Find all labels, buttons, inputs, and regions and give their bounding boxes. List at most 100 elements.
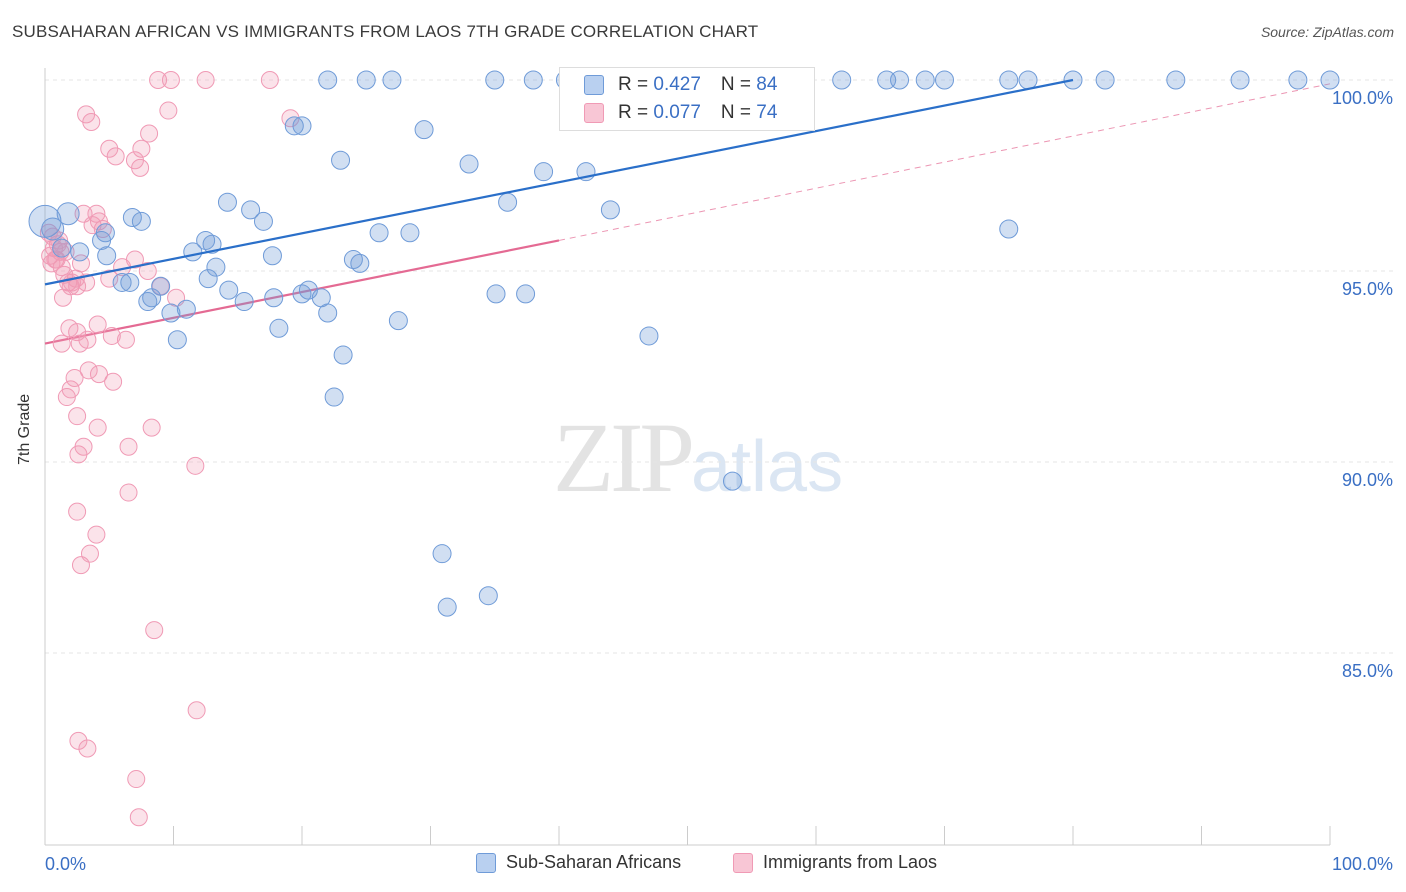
legend-item-immigrants-from-laos[interactable]: Immigrants from Laos <box>733 852 937 873</box>
data-point-subsaharan <box>369 223 389 243</box>
legend-swatch-pink <box>733 852 753 873</box>
data-point-laos <box>127 770 146 789</box>
data-point-subsaharan <box>498 192 518 212</box>
data-point-subsaharan <box>459 154 479 174</box>
data-point-subsaharan <box>1095 70 1115 90</box>
data-point-laos <box>89 365 108 384</box>
data-point-laos <box>65 368 84 387</box>
data-point-subsaharan <box>219 280 239 300</box>
data-point-subsaharan <box>202 234 222 254</box>
data-point-laos <box>88 418 107 437</box>
data-point-subsaharan <box>523 70 543 90</box>
data-point-laos <box>79 361 98 380</box>
stats-r-value: 0.427 <box>653 74 701 95</box>
data-point-subsaharan <box>890 70 910 90</box>
y-tick-label: 100.0% <box>1332 88 1393 108</box>
data-point-laos <box>161 71 180 89</box>
data-point-laos <box>125 250 144 269</box>
data-point-subsaharan <box>999 219 1019 239</box>
x-tick-label: 100.0% <box>1332 854 1393 874</box>
tick-labels: 85.0% 90.0% 95.0% 100.0% 0.0% 100.0% <box>45 88 1393 874</box>
trend-line-subsaharan <box>44 78 1074 286</box>
data-point-subsaharan <box>151 276 171 296</box>
legend-item-sub-saharan-africans[interactable]: Sub-Saharan Africans <box>476 852 681 873</box>
legend-label: Immigrants from Laos <box>763 852 938 872</box>
stats-n-value: 84 <box>756 74 778 95</box>
data-point-subsaharan <box>138 292 158 312</box>
x-tick-label: 0.0% <box>45 854 86 874</box>
data-point-laos <box>140 124 159 143</box>
data-point-subsaharan <box>516 284 536 304</box>
data-point-subsaharan <box>388 311 408 331</box>
stats-legend: R = 0.427 N = 84 R = 0.077 N = 74 <box>559 67 815 131</box>
data-point-subsaharan <box>722 471 742 491</box>
data-point-subsaharan <box>478 586 498 606</box>
data-point-laos <box>47 250 66 269</box>
data-point-subsaharan <box>432 544 452 564</box>
data-point-laos <box>78 330 97 349</box>
data-point-laos <box>68 502 87 521</box>
data-point-subsaharan <box>264 288 284 308</box>
stats-swatch-blue <box>584 75 604 95</box>
data-point-laos <box>53 288 72 307</box>
source-label: Source: ZipAtlas.com <box>1260 24 1394 40</box>
data-point-laos <box>119 483 138 502</box>
data-point-laos <box>71 556 90 575</box>
data-point-subsaharan <box>112 272 132 292</box>
data-point-laos <box>138 262 157 280</box>
data-point-laos <box>100 139 119 158</box>
data-point-subsaharan <box>1166 70 1186 90</box>
data-point-subsaharan <box>600 200 620 220</box>
data-point-subsaharan <box>318 303 338 323</box>
data-point-subsaharan <box>350 253 370 273</box>
trend-line-laos <box>44 239 560 345</box>
data-point-laos <box>102 326 121 345</box>
data-point-laos <box>116 330 135 349</box>
data-point-laos <box>87 525 106 544</box>
data-point-subsaharan <box>122 208 142 228</box>
watermark-zip: ZIP <box>553 402 695 513</box>
data-point-subsaharan <box>331 150 351 170</box>
data-point-subsaharan <box>284 116 304 136</box>
trend-lines-pink <box>44 83 1331 345</box>
data-point-laos <box>129 808 148 827</box>
data-point-subsaharan <box>999 70 1019 90</box>
data-point-laos <box>132 139 151 158</box>
points-immigrants-from-laos <box>39 71 300 827</box>
data-point-subsaharan <box>167 330 187 350</box>
data-point-laos <box>145 621 164 640</box>
legend-swatch-blue <box>476 852 496 873</box>
data-point-subsaharan <box>1288 70 1308 90</box>
data-point-subsaharan <box>241 200 261 220</box>
stats-swatch-pink <box>584 103 604 123</box>
watermark-atlas: atlas <box>691 427 844 507</box>
data-point-subsaharan <box>935 70 954 90</box>
data-point-laos <box>50 231 69 250</box>
chart-title: SUBSAHARAN AFRICAN VS IMMIGRANTS FROM LA… <box>12 22 759 41</box>
data-point-laos <box>196 71 215 89</box>
legend-label: Sub-Saharan Africans <box>506 852 682 872</box>
stats-n-label: N = <box>720 102 757 123</box>
data-point-laos <box>149 71 168 89</box>
data-point-subsaharan <box>234 292 254 312</box>
data-point-subsaharan <box>56 202 80 226</box>
data-point-subsaharan <box>198 269 218 289</box>
stats-r-value: 0.077 <box>653 102 701 123</box>
y-tick-label: 85.0% <box>1342 661 1393 681</box>
data-point-subsaharan <box>486 284 506 304</box>
data-point-subsaharan <box>333 345 353 365</box>
data-point-subsaharan <box>832 70 852 90</box>
trend-lines-blue <box>44 78 1074 286</box>
data-point-subsaharan <box>161 303 181 323</box>
data-point-laos <box>88 315 107 334</box>
stats-row-blue: R = 0.427 N = 84 <box>584 74 777 96</box>
data-point-subsaharan <box>318 70 338 90</box>
data-point-subsaharan <box>217 192 237 212</box>
data-point-subsaharan <box>206 257 226 277</box>
bottom-legend: Sub-Saharan Africans Immigrants from Lao… <box>0 852 1406 876</box>
stats-row-pink: R = 0.077 N = 74 <box>584 102 777 124</box>
data-point-subsaharan <box>176 299 196 319</box>
data-point-subsaharan <box>639 326 659 346</box>
stats-r-label: R = <box>618 74 654 95</box>
